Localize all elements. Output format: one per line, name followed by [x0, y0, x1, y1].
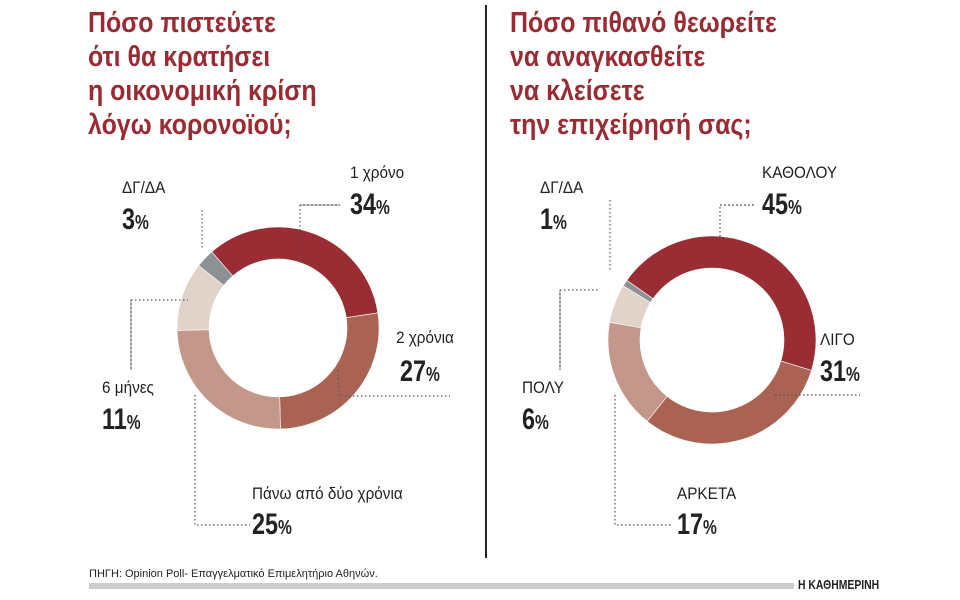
label-left-4: ΔΓ/ΔΑ [122, 178, 166, 197]
donut-slice-1-0 [626, 235, 817, 371]
footer-rule [89, 583, 794, 589]
label-right-3: ΠΟΛΥ [522, 378, 564, 397]
value-right-1: 31% [820, 355, 860, 388]
value-right-2: 17% [677, 508, 717, 541]
label-right-0: ΚΑΘΟΛΟΥ [762, 163, 838, 182]
chart-title-left: Πόσο πιστεύετε ότι θα κρατήσει η οικονομ… [88, 7, 317, 141]
divider [485, 5, 487, 558]
leader-line [614, 395, 672, 526]
chart-title-right: Πόσο πιθανό θεωρείτε να αναγκασθείτε να … [510, 7, 777, 141]
label-right-2: ΑΡΚΕΤΑ [677, 484, 737, 503]
label-right-1: ΛΙΓΟ [820, 330, 855, 349]
value-left-3: 11% [102, 403, 141, 436]
donut-slice-0-1 [279, 312, 380, 430]
leader-line [299, 204, 340, 262]
label-left-3: 6 μήνες [102, 378, 154, 397]
donut-slice-0-4 [198, 251, 234, 286]
label-left-1: 2 χρόνια [396, 328, 454, 347]
leader-line [559, 289, 598, 370]
value-left-1: 27% [400, 355, 440, 388]
donut-slice-1-4 [622, 279, 654, 303]
donut-slice-0-2 [176, 329, 281, 430]
value-left-0: 34% [350, 188, 390, 221]
source-note: ΠΗΓΗ: Opinion Poll- Επαγγελματικό Επιμελ… [89, 568, 378, 580]
donut-slice-1-2 [607, 321, 668, 422]
donut-slice-0-0 [211, 226, 379, 319]
label-left-0: 1 χρόνο [350, 163, 405, 182]
value-left-2: 25% [252, 508, 292, 541]
leader-line [130, 299, 188, 370]
value-right-4: 1% [540, 203, 567, 236]
value-left-4: 3% [122, 203, 149, 236]
label-right-4: ΔΓ/ΔΑ [540, 178, 584, 197]
value-right-3: 6% [522, 403, 549, 436]
label-left-2: Πάνω από δύο χρόνια [252, 484, 403, 503]
leader-line [337, 369, 450, 397]
brand-logo: Η ΚΑΘΗΜΕΡΙΝΗ [798, 577, 880, 592]
leader-line [719, 204, 755, 245]
donut-slice-1-1 [646, 360, 812, 445]
value-right-0: 45% [762, 188, 802, 221]
